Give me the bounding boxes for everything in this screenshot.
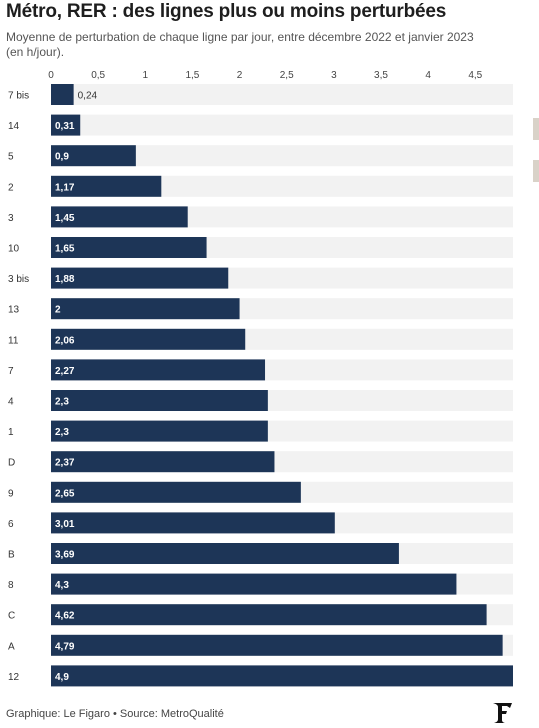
- value-label: 2,3: [55, 397, 69, 408]
- value-label: 3,01: [55, 519, 75, 530]
- bar: [51, 84, 74, 105]
- category-label: 7 bis: [8, 91, 29, 102]
- category-label: B: [8, 550, 15, 561]
- bar: [51, 573, 457, 595]
- value-label: 4,62: [55, 611, 75, 622]
- value-label: 4,9: [55, 672, 69, 683]
- value-label: 2: [55, 305, 61, 316]
- bar-track: [51, 145, 513, 167]
- value-label: 0,24: [78, 91, 98, 102]
- bar: [51, 665, 513, 687]
- bar: [51, 512, 335, 534]
- category-label: 5: [8, 152, 14, 163]
- value-label: 1,88: [55, 274, 75, 285]
- bar: [51, 481, 301, 503]
- category-label: 4: [8, 397, 14, 408]
- bar-track: [51, 84, 513, 105]
- bar: [51, 420, 268, 442]
- category-label: 8: [8, 580, 14, 591]
- chart-subtitle: Moyenne de perturbation de chaque ligne …: [6, 30, 474, 59]
- value-label: 2,65: [55, 488, 75, 499]
- bar-track: [51, 114, 513, 136]
- value-label: 2,3: [55, 427, 69, 438]
- category-label: 13: [8, 305, 20, 316]
- value-label: 3,69: [55, 550, 75, 561]
- x-tick-label: 3,5: [374, 70, 388, 81]
- value-label: 2,06: [55, 335, 75, 346]
- category-label: 6: [8, 519, 14, 530]
- category-label: 2: [8, 182, 14, 193]
- category-label: 11: [8, 335, 19, 346]
- bar: [51, 328, 246, 350]
- x-tick-label: 2: [237, 70, 243, 81]
- chart-footer: Graphique: Le Figaro • Source: MetroQual…: [6, 708, 224, 720]
- category-label: 12: [8, 672, 20, 683]
- x-tick-label: 1: [143, 70, 149, 81]
- value-label: 4,3: [55, 580, 69, 591]
- page-edge-decoration: [533, 160, 539, 182]
- bar-track: [51, 175, 513, 197]
- value-label: 2,37: [55, 458, 75, 469]
- category-label: 10: [8, 244, 20, 255]
- category-label: D: [8, 458, 15, 469]
- x-tick-label: 0,5: [91, 70, 105, 81]
- bar: [51, 267, 229, 289]
- x-tick-label: 3: [331, 70, 337, 81]
- value-label: 1,65: [55, 244, 75, 255]
- bar: [51, 175, 162, 197]
- category-label: 3 bis: [8, 274, 29, 285]
- value-label: 0,9: [55, 152, 69, 163]
- value-label: 0,31: [55, 121, 75, 132]
- category-label: 7: [8, 366, 14, 377]
- bar: [51, 451, 275, 473]
- bar: [51, 145, 136, 167]
- x-tick-label: 4: [425, 70, 431, 81]
- value-label: 2,27: [55, 366, 75, 377]
- le-figaro-logo-icon: [493, 703, 512, 723]
- value-label: 1,17: [55, 182, 75, 193]
- x-tick-label: 0: [48, 70, 54, 81]
- value-label: 1,45: [55, 213, 75, 224]
- bar: [51, 543, 399, 564]
- chart-title: Métro, RER : des lignes plus ou moins pe…: [6, 1, 447, 22]
- category-label: 9: [8, 488, 14, 499]
- bar: [51, 359, 266, 381]
- x-tick-label: 2,5: [280, 70, 294, 81]
- value-label: 4,79: [55, 641, 75, 652]
- bar: [51, 206, 188, 228]
- category-label: 1: [8, 427, 14, 438]
- category-label: 3: [8, 213, 14, 224]
- x-tick-label: 4,5: [468, 70, 482, 81]
- bar: [51, 114, 81, 136]
- bar: [51, 237, 207, 258]
- bar: [51, 604, 487, 626]
- x-tick-label: 1,5: [185, 70, 199, 81]
- bar: [51, 634, 503, 656]
- bar: [51, 390, 268, 411]
- category-label: C: [8, 611, 15, 622]
- category-label: A: [8, 641, 15, 652]
- page-edge-decoration: [533, 118, 539, 140]
- bar: [51, 298, 240, 320]
- category-label: 14: [8, 121, 20, 132]
